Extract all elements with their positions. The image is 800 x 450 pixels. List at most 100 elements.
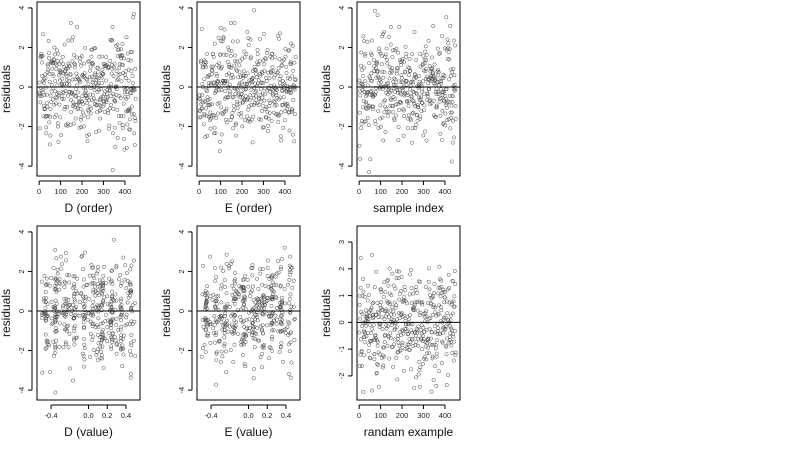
data-point: [53, 298, 58, 303]
data-point: [237, 70, 242, 75]
y-tick-label: -2: [337, 123, 346, 130]
data-point: [52, 287, 57, 292]
data-point: [360, 74, 365, 78]
data-point: [94, 77, 99, 82]
data-point: [133, 66, 138, 71]
data-point: [410, 330, 415, 335]
data-point: [80, 253, 85, 258]
data-point: [124, 145, 129, 150]
data-point: [277, 350, 282, 354]
data-point: [429, 296, 434, 301]
data-point: [357, 302, 362, 307]
data-point: [40, 370, 45, 375]
data-point: [217, 316, 222, 321]
data-point: [387, 90, 392, 95]
data-point: [201, 263, 205, 268]
data-point: [65, 78, 69, 83]
data-point: [243, 333, 248, 338]
data-point: [423, 76, 428, 81]
data-point: [398, 311, 403, 316]
data-point: [383, 104, 388, 109]
data-point: [223, 306, 228, 311]
data-point: [95, 332, 100, 337]
data-point: [406, 113, 411, 118]
data-point: [410, 52, 415, 57]
data-point: [244, 326, 249, 331]
data-point: [82, 73, 87, 78]
data-point: [111, 106, 116, 111]
data-point: [404, 355, 409, 360]
data-point: [376, 362, 380, 367]
data-point: [438, 294, 443, 299]
data-point: [415, 103, 420, 108]
data-point: [50, 66, 55, 71]
data-point: [431, 71, 435, 76]
data-point: [369, 38, 374, 43]
data-point: [235, 105, 240, 110]
data-point: [103, 78, 108, 83]
data-point: [94, 130, 98, 135]
y-tick-label: 0: [337, 320, 346, 324]
data-point: [114, 298, 119, 303]
data-point: [410, 126, 415, 131]
data-point: [272, 100, 277, 104]
data-point: [387, 315, 391, 320]
data-point: [415, 104, 420, 109]
data-point: [453, 43, 458, 48]
data-point: [239, 286, 244, 290]
data-point: [204, 60, 209, 65]
data-point: [405, 93, 410, 98]
data-point: [449, 103, 454, 108]
data-point: [77, 313, 82, 318]
data-point: [443, 315, 448, 320]
data-point: [276, 270, 281, 275]
data-point: [42, 311, 47, 316]
data-point: [269, 313, 274, 318]
data-point: [265, 48, 270, 52]
data-point: [232, 53, 237, 58]
data-point: [57, 62, 62, 67]
data-point: [129, 343, 134, 348]
data-point: [222, 331, 227, 336]
data-point: [264, 115, 269, 120]
data-point: [402, 295, 407, 299]
data-point: [371, 57, 376, 62]
data-point: [117, 277, 121, 282]
data-point: [218, 286, 223, 291]
data-point: [68, 154, 72, 159]
data-point: [287, 349, 292, 354]
data-point: [86, 296, 91, 301]
data-point: [260, 323, 265, 328]
data-point: [411, 89, 415, 94]
data-point: [57, 281, 62, 286]
data-point: [54, 319, 58, 323]
data-point: [267, 314, 272, 319]
data-point: [367, 338, 372, 343]
data-point: [44, 340, 49, 345]
data-point: [274, 271, 279, 276]
data-point: [72, 282, 77, 287]
data-point: [265, 129, 270, 134]
data-point: [399, 73, 404, 78]
data-point: [407, 292, 412, 297]
data-point: [287, 372, 291, 377]
data-point: [278, 134, 283, 139]
data-point: [112, 61, 117, 66]
data-point: [214, 275, 219, 279]
data-point: [443, 326, 448, 331]
data-point: [437, 51, 441, 56]
data-point: [369, 88, 374, 93]
data-point: [379, 355, 384, 360]
data-point: [82, 71, 87, 76]
data-point: [75, 291, 80, 296]
data-point: [212, 331, 217, 336]
data-point: [115, 42, 120, 47]
data-point: [248, 55, 253, 60]
data-point: [119, 333, 124, 338]
data-point: [260, 267, 265, 272]
data-point: [56, 90, 61, 95]
data-point: [425, 351, 429, 356]
data-point: [217, 149, 222, 153]
data-point: [448, 331, 453, 336]
data-point: [389, 312, 394, 317]
